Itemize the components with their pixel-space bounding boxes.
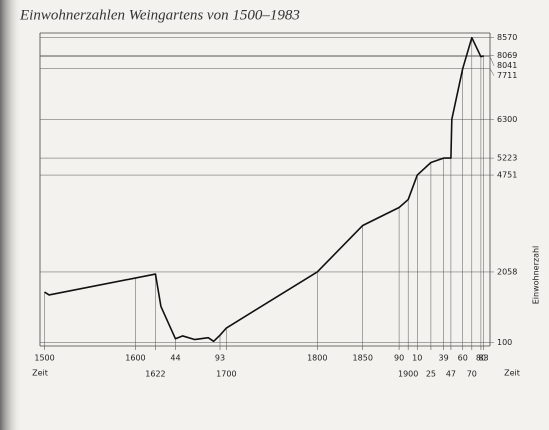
x-axis-label-right: Zeit: [504, 369, 520, 378]
x-tick-label: 90: [394, 354, 404, 363]
x-tick-label: 1600: [125, 354, 145, 363]
x-tick-label: 1622: [145, 370, 165, 379]
x-tick-label: 60: [458, 354, 468, 363]
x-tick-label: 70: [467, 370, 477, 379]
y-tick-label: 5223: [497, 154, 517, 163]
y-tick-label: 2058: [497, 267, 517, 276]
y-tick-label: 7711: [497, 71, 517, 80]
x-tick-label: 47: [446, 370, 456, 379]
x-tick-label: 1850: [353, 354, 373, 363]
page-shadow: [0, 0, 22, 430]
y-tick-label: 8069: [497, 51, 517, 60]
data-line: [44, 36, 484, 343]
x-tick-label: 1700: [216, 370, 236, 379]
chart-title: Einwohnerzahlen Weingartens von 1500–198…: [19, 7, 300, 23]
x-tick-label: 25: [426, 370, 436, 379]
x-axis-label-left: Zeit: [32, 369, 48, 378]
x-tick-label: 80: [476, 354, 486, 363]
y-tick-label: 100: [497, 338, 512, 347]
y-tick-label: 8570: [497, 33, 517, 42]
x-tick-label: 83: [479, 354, 489, 363]
y-tick-label: 8041: [497, 61, 517, 70]
y-tick-label: 4751: [497, 171, 517, 180]
x-tick-label: 10: [412, 354, 422, 363]
x-tick-label: 93: [215, 354, 225, 363]
y-tick: [489, 56, 495, 66]
x-tick-label: 44: [170, 354, 180, 363]
y-tick-label: 6300: [497, 115, 517, 124]
x-tick-label: 1500: [34, 354, 54, 363]
y-tick: [489, 68, 495, 76]
x-tick-label: 39: [439, 354, 449, 363]
y-axis-label: Einwohnerzahl: [532, 246, 541, 305]
x-tick-label: 1800: [307, 354, 327, 363]
x-tick-label: 1900: [398, 370, 418, 379]
